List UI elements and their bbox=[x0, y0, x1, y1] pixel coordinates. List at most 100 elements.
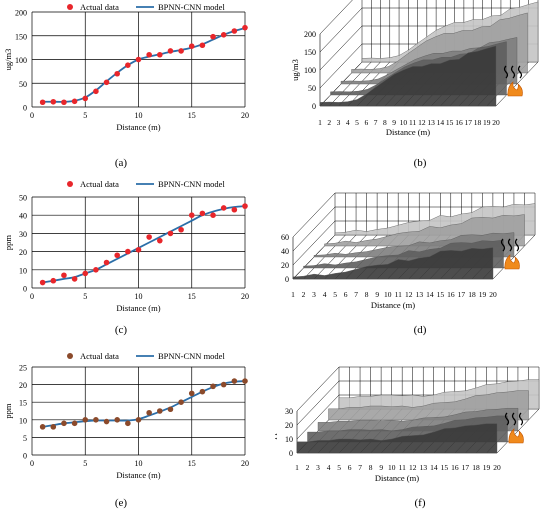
legend-label-model: BPNN-CNN model bbox=[158, 351, 225, 361]
chart-e: 0 5 10 15 20 25 0 5 10 15 20 Distance (m) ppm Actual … bbox=[3, 351, 249, 480]
side-wall-gridline bbox=[319, 43, 363, 89]
actual-data-point bbox=[82, 95, 89, 102]
actual-data-point bbox=[93, 417, 99, 423]
z-tick-label: 150 bbox=[304, 48, 316, 57]
legend-label-actual: Actual data bbox=[80, 2, 119, 12]
surface-strip bbox=[319, 45, 497, 107]
x-tick-label: 2 bbox=[302, 290, 306, 299]
actual-data-point bbox=[50, 424, 57, 430]
x-tick-label: 8 bbox=[365, 290, 369, 299]
side-wall-gridline bbox=[296, 380, 340, 426]
z-axis-label: ug/m3 bbox=[290, 59, 300, 81]
x-tick-label: 5 bbox=[355, 118, 359, 127]
actual-data-point bbox=[210, 33, 216, 40]
x-tick-label: 10 bbox=[135, 292, 143, 301]
x-axis-label: Distance (m) bbox=[116, 470, 160, 480]
heat-waves-icon bbox=[503, 65, 523, 79]
actual-data-point bbox=[114, 417, 120, 423]
actual-data-point bbox=[93, 267, 99, 273]
z-tick-label: 20 bbox=[285, 421, 293, 430]
z-tick-label: 0 bbox=[285, 275, 289, 284]
x-tick-label: 1 bbox=[295, 463, 299, 472]
heat-waves-icon bbox=[504, 412, 524, 426]
actual-data-point bbox=[125, 62, 131, 68]
y-axis-label: ppm bbox=[3, 403, 13, 419]
x-tick-label: 2 bbox=[306, 463, 310, 472]
actual-data-point bbox=[167, 230, 174, 237]
x-tick-label: 0 bbox=[30, 459, 34, 468]
z-tick-label: 30 bbox=[285, 407, 293, 416]
heat-waves-icon bbox=[500, 238, 520, 252]
z-axis-label: ppm bbox=[275, 424, 277, 440]
x-tick-label: 20 bbox=[241, 111, 249, 120]
actual-data-point bbox=[178, 399, 184, 405]
actual-data-point bbox=[178, 226, 184, 233]
x-tick-label: 12 bbox=[405, 290, 413, 299]
y-tick-label: 40 bbox=[19, 212, 27, 221]
actual-data-point bbox=[188, 212, 195, 218]
fire-icon bbox=[507, 81, 523, 97]
actual-data-point bbox=[61, 420, 67, 427]
x-tick-label: 9 bbox=[392, 118, 396, 127]
x-tick-label: 7 bbox=[358, 463, 362, 472]
x-tick-label: 10 bbox=[135, 111, 143, 120]
x-tick-label: 15 bbox=[441, 463, 449, 472]
x-tick-label: 9 bbox=[375, 290, 379, 299]
x-axis-label: Distance (m) bbox=[116, 303, 160, 313]
x-tick-label: 8 bbox=[383, 118, 387, 127]
x-tick-label: 16 bbox=[451, 463, 459, 472]
x-tick-label: 6 bbox=[364, 118, 368, 127]
actual-data-point bbox=[71, 98, 78, 105]
x-tick-label: 6 bbox=[348, 463, 352, 472]
actual-data-point bbox=[103, 79, 110, 86]
actual-data-point bbox=[167, 48, 174, 54]
z-tick-label: 0 bbox=[289, 449, 293, 458]
x-tick-label: 17 bbox=[464, 118, 472, 127]
x-tick-label: 14 bbox=[426, 290, 434, 299]
actual-data-point bbox=[231, 28, 238, 34]
actual-data-point bbox=[125, 248, 131, 255]
actual-data-point bbox=[157, 51, 163, 58]
actual-data-point bbox=[114, 252, 120, 259]
z-tick-label: 20 bbox=[281, 261, 289, 270]
x-tick-label: 10 bbox=[384, 290, 392, 299]
x-tick-label: 20 bbox=[489, 290, 497, 299]
actual-data-point bbox=[231, 378, 238, 384]
legend-label-model: BPNN-CNN model bbox=[158, 179, 225, 189]
x-tick-label: 3 bbox=[316, 463, 320, 472]
actual-data-point bbox=[93, 88, 99, 95]
actual-data-point bbox=[61, 99, 67, 106]
y-tick-label: 50 bbox=[19, 194, 27, 203]
x-tick-label: 19 bbox=[483, 118, 491, 127]
caption-b: (b) bbox=[413, 157, 427, 169]
legend-label-actual: Actual data bbox=[80, 351, 119, 361]
x-tick-label: 5 bbox=[83, 459, 87, 468]
actual-data-point bbox=[220, 205, 227, 211]
actual-data-point bbox=[82, 417, 89, 423]
side-wall-gridline bbox=[292, 220, 336, 266]
actual-data-point bbox=[61, 272, 67, 279]
x-tick-label: 19 bbox=[483, 463, 491, 472]
caption-e: (e) bbox=[114, 497, 128, 509]
actual-data-point bbox=[199, 388, 206, 395]
x-tick-label: 6 bbox=[344, 290, 348, 299]
y-tick-label: 200 bbox=[15, 9, 27, 18]
caption-d: (d) bbox=[413, 324, 427, 336]
y-tick-label: 150 bbox=[15, 32, 27, 41]
y-tick-label: 0 bbox=[23, 285, 27, 294]
side-wall-gridline bbox=[319, 25, 363, 71]
x-tick-label: 20 bbox=[241, 459, 249, 468]
x-tick-label: 13 bbox=[427, 118, 435, 127]
actual-data-point bbox=[103, 418, 110, 425]
x-tick-label: 20 bbox=[492, 118, 500, 127]
actual-data-point bbox=[125, 420, 131, 427]
x-tick-label: 12 bbox=[409, 463, 417, 472]
surface-strip bbox=[296, 423, 498, 454]
side-wall-gridline bbox=[296, 366, 340, 412]
x-axis-label: Distance (m) bbox=[116, 122, 160, 132]
actual-data-point bbox=[71, 420, 78, 427]
x-tick-label: 1 bbox=[318, 118, 322, 127]
y-axis-label: ppm bbox=[3, 235, 13, 251]
side-wall-gridline bbox=[319, 0, 353, 35]
x-axis-label: Distance (m) bbox=[375, 473, 419, 483]
